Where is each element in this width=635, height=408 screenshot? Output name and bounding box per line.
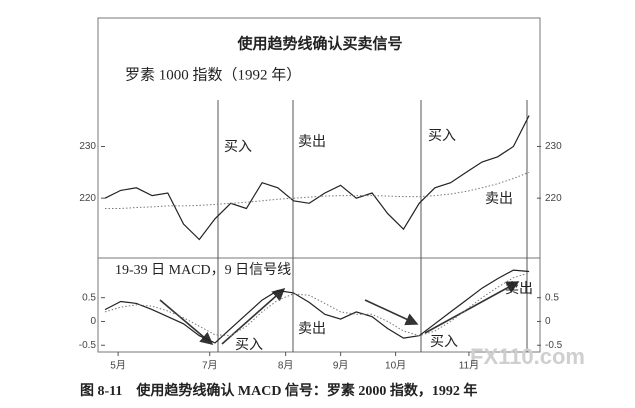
- y-tick-label: 0.5: [82, 292, 96, 303]
- annotation: 买入: [428, 128, 456, 144]
- x-tick-label: 10月: [385, 360, 406, 372]
- series-line: [105, 171, 530, 209]
- y-tick-label: -0.5: [79, 340, 97, 351]
- y-tick-label: 220: [79, 193, 96, 204]
- annotation: 卖出: [505, 281, 533, 297]
- series-line: [104, 269, 530, 344]
- x-tick-label: 8月: [278, 360, 294, 372]
- annotation: 买入: [224, 139, 252, 155]
- frame: [97, 17, 541, 353]
- chart-title: 使用趋势线确认买卖信号: [236, 34, 402, 52]
- y-tick-label-right: 230: [545, 141, 562, 152]
- trend-arrow: [364, 299, 419, 326]
- y-tick-label-right: -0.5: [545, 340, 563, 351]
- y-tick-label: 230: [79, 141, 96, 152]
- x-tick-label: 11月: [459, 360, 479, 372]
- x-tick-label: 5月: [110, 360, 126, 372]
- series-line: [104, 115, 530, 241]
- series-line: [104, 272, 530, 337]
- annotation: 卖出: [485, 191, 513, 207]
- caption: 图 8-11 使用趋势线确认 MACD 信号：罗素 2000 指数，1992 年: [80, 382, 477, 399]
- x-tick-label: 7月: [202, 360, 218, 372]
- annotation: 买入: [235, 337, 263, 353]
- trend-arrow: [424, 281, 520, 334]
- annotation: 买入: [430, 334, 458, 350]
- y-tick-label-right: 220: [545, 193, 562, 204]
- trend-arrow: [159, 299, 214, 346]
- y-tick-label-right: 0.5: [545, 292, 559, 303]
- y-tick-label-right: 0: [545, 316, 551, 327]
- y-tick-label: 0: [90, 316, 96, 327]
- chart-subtitle: 罗素 1000 指数（1992 年）: [125, 66, 301, 83]
- watermark: FX110.com: [470, 344, 585, 369]
- signal-lines: [217, 100, 528, 352]
- annotation: 卖出: [298, 134, 326, 150]
- annotation: 卖出: [298, 321, 326, 337]
- trend-arrows: [159, 281, 520, 346]
- x-tick-label: 9月: [333, 360, 349, 372]
- trend-arrow: [221, 287, 286, 345]
- panel-title: 19-39 日 MACD，9 日信号线: [115, 262, 291, 278]
